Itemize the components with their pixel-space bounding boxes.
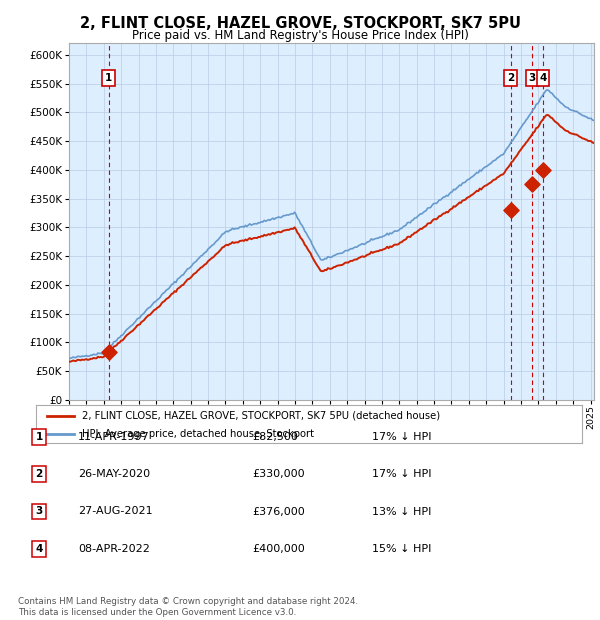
Text: 1: 1 [105, 73, 112, 83]
Text: 27-AUG-2021: 27-AUG-2021 [78, 507, 152, 516]
Text: 4: 4 [35, 544, 43, 554]
Point [506, 205, 515, 215]
Text: 2, FLINT CLOSE, HAZEL GROVE, STOCKPORT, SK7 5PU: 2, FLINT CLOSE, HAZEL GROVE, STOCKPORT, … [79, 16, 521, 30]
Text: 3: 3 [529, 73, 536, 83]
Text: 4: 4 [539, 73, 547, 83]
Text: 13% ↓ HPI: 13% ↓ HPI [372, 507, 431, 516]
Text: 2, FLINT CLOSE, HAZEL GROVE, STOCKPORT, SK7 5PU (detached house): 2, FLINT CLOSE, HAZEL GROVE, STOCKPORT, … [82, 410, 440, 420]
Text: 1: 1 [35, 432, 43, 442]
Text: 17% ↓ HPI: 17% ↓ HPI [372, 469, 431, 479]
Text: £376,000: £376,000 [252, 507, 305, 516]
Text: £400,000: £400,000 [252, 544, 305, 554]
Text: 3: 3 [35, 507, 43, 516]
Text: 26-MAY-2020: 26-MAY-2020 [78, 469, 150, 479]
Text: Price paid vs. HM Land Registry's House Price Index (HPI): Price paid vs. HM Land Registry's House … [131, 29, 469, 42]
Text: 2: 2 [507, 73, 514, 83]
Text: 08-APR-2022: 08-APR-2022 [78, 544, 150, 554]
Text: £82,500: £82,500 [252, 432, 298, 442]
Point [104, 347, 113, 357]
Text: 11-APR-1997: 11-APR-1997 [78, 432, 150, 442]
Text: £330,000: £330,000 [252, 469, 305, 479]
Point [538, 165, 548, 175]
Text: 2: 2 [35, 469, 43, 479]
Text: 17% ↓ HPI: 17% ↓ HPI [372, 432, 431, 442]
Text: HPI: Average price, detached house, Stockport: HPI: Average price, detached house, Stoc… [82, 429, 314, 439]
Text: Contains HM Land Registry data © Crown copyright and database right 2024.
This d: Contains HM Land Registry data © Crown c… [18, 598, 358, 617]
Text: 15% ↓ HPI: 15% ↓ HPI [372, 544, 431, 554]
Point [527, 179, 537, 188]
